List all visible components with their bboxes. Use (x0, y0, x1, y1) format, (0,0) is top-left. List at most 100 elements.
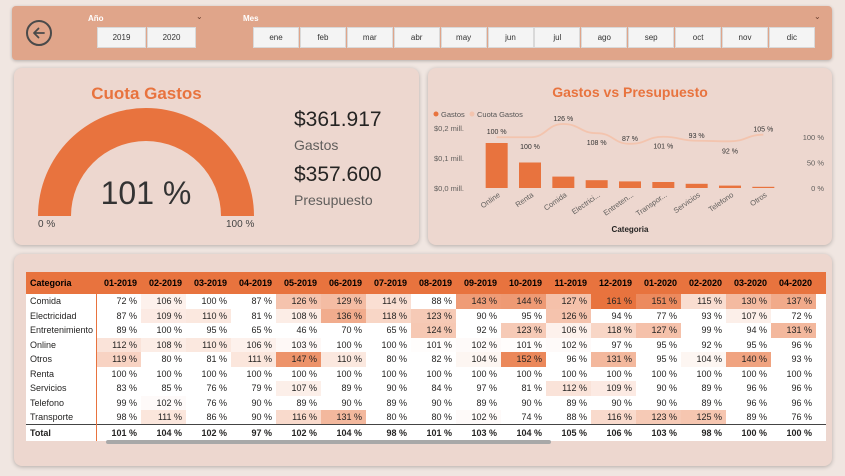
row-header-otros[interactable]: Otros (26, 352, 97, 367)
total-cell: 98 % (366, 424, 411, 441)
column-header-10-2019[interactable]: 10-2019 (501, 272, 546, 294)
bar-gastos-4 (619, 181, 641, 188)
table-cell: 116 % (591, 410, 636, 425)
table-cell: 114 % (366, 294, 411, 309)
column-header-categoria[interactable]: Categoria (26, 272, 96, 294)
data-label-cuota-6: 93 % (689, 133, 705, 140)
row-header-online[interactable]: Online (26, 337, 97, 352)
presupuesto-label: Presupuesto (294, 192, 373, 208)
table-cell: 147 % (276, 352, 321, 367)
table-cell: 76 % (186, 395, 231, 410)
column-header-12-2019[interactable]: 12-2019 (591, 272, 636, 294)
month-button-feb[interactable]: feb (299, 27, 346, 48)
table-cell (816, 352, 826, 367)
table-cell: 90 % (456, 308, 501, 323)
column-header-02-2019[interactable]: 02-2019 (141, 272, 186, 294)
table-row: Transporte 98 % 111 % 86 % 90 % 116 % 131 % 80 … (26, 410, 826, 425)
month-button-jul[interactable]: jul (534, 27, 581, 48)
table-cell: 82 % (411, 352, 456, 367)
column-header-01-2020[interactable]: 01-2020 (636, 272, 681, 294)
column-header-04-2019[interactable]: 04-2019 (231, 272, 276, 294)
column-header-03-2019[interactable]: 03-2019 (186, 272, 231, 294)
total-cell: 102 % (186, 424, 231, 441)
table-cell: 100 % (186, 294, 231, 309)
matrix-table-container[interactable]: Categoria 01-2019 02-2019 03-2019 04-2019 05-… (26, 272, 826, 460)
year-button-2019[interactable]: 2019 (97, 27, 146, 48)
table-row: Online 112 % 108 % 110 % 106 % 103 % 100 % 100 … (26, 337, 826, 352)
data-label-cuota-5: 101 % (653, 144, 673, 151)
year-slicer-label: Año (88, 14, 104, 23)
column-header-03-2020[interactable]: 03-2020 (726, 272, 771, 294)
x-axis-title: Categoria (612, 225, 649, 234)
month-button-nov[interactable]: nov (722, 27, 768, 48)
horizontal-scrollbar[interactable] (106, 440, 551, 444)
table-cell: 116 % (276, 410, 321, 425)
table-cell: 101 % (411, 337, 456, 352)
column-header-09-2019[interactable]: 09-2019 (456, 272, 501, 294)
table-cell: 84 % (411, 381, 456, 396)
column-header-01-2019[interactable]: 01-2019 (96, 272, 141, 294)
row-header-servicios[interactable]: Servicios (26, 381, 97, 396)
legend-label-cuota: Cuota Gastos (477, 110, 523, 119)
month-button-jun[interactable]: jun (487, 27, 534, 48)
data-label-cuota-4: 87 % (622, 136, 638, 143)
gauge-title: Cuota Gastos (91, 84, 202, 103)
month-button-abr[interactable]: abr (393, 27, 440, 48)
table-cell (816, 395, 826, 410)
column-header-08-2019[interactable]: 08-2019 (411, 272, 456, 294)
chevron-down-icon[interactable]: ⌄ (196, 12, 203, 21)
chevron-down-icon[interactable]: ⌄ (814, 12, 821, 21)
total-cell: 102 % (276, 424, 321, 441)
table-cell: 161 % (591, 294, 636, 309)
column-header-02-2020[interactable]: 02-2020 (681, 272, 726, 294)
y-right-tick-label: 50 % (807, 159, 824, 168)
month-button-ago[interactable]: ago (581, 27, 628, 48)
bar-gastos-6 (685, 183, 708, 188)
table-cell: 110 % (186, 337, 231, 352)
table-cell: 123 % (411, 308, 456, 323)
table-cell: 80 % (141, 352, 186, 367)
column-header-05[interactable]: 05 (816, 272, 826, 294)
table-cell: 100 % (186, 366, 231, 381)
row-header-entretenimiento[interactable]: Entretenimiento (26, 323, 97, 338)
row-header-comida[interactable]: Comida (26, 294, 97, 309)
month-button-may[interactable]: may (440, 27, 487, 48)
table-cell: 98 % (96, 410, 141, 425)
table-cell: 95 % (636, 337, 681, 352)
total-cell (816, 424, 826, 441)
row-header-renta[interactable]: Renta (26, 366, 97, 381)
table-cell: 100 % (366, 366, 411, 381)
month-button-sep[interactable]: sep (628, 27, 675, 48)
back-button[interactable] (26, 20, 52, 46)
table-cell: 87 % (231, 294, 276, 309)
presupuesto-value: $357.600 (294, 163, 382, 186)
month-button-oct[interactable]: oct (675, 27, 722, 48)
month-button-dic[interactable]: dic (768, 27, 815, 48)
year-button-2020[interactable]: 2020 (147, 27, 196, 48)
matrix-table: Categoria 01-2019 02-2019 03-2019 04-2019 05-… (26, 272, 826, 441)
column-header-06-2019[interactable]: 06-2019 (321, 272, 366, 294)
gastos-value: $361.917 (294, 108, 382, 131)
table-cell: 100 % (321, 337, 366, 352)
bar-gastos-7 (719, 185, 741, 188)
table-cell: 89 % (456, 395, 501, 410)
table-cell: 65 % (366, 323, 411, 338)
table-cell: 100 % (96, 366, 141, 381)
column-header-07-2019[interactable]: 07-2019 (366, 272, 411, 294)
month-button-mar[interactable]: mar (346, 27, 393, 48)
month-button-ene[interactable]: ene (253, 27, 299, 48)
table-panel: Categoria 01-2019 02-2019 03-2019 04-2019 05-… (14, 254, 832, 466)
table-cell: 126 % (276, 294, 321, 309)
total-label: Total (26, 424, 97, 441)
table-cell: 140 % (726, 352, 771, 367)
table-cell: 79 % (231, 381, 276, 396)
row-header-electricidad[interactable]: Electricidad (26, 308, 97, 323)
row-header-telefono[interactable]: Telefono (26, 395, 97, 410)
table-cell: 143 % (456, 294, 501, 309)
row-header-transporte[interactable]: Transporte (26, 410, 97, 425)
table-cell: 100 % (231, 366, 276, 381)
column-header-11-2019[interactable]: 11-2019 (546, 272, 591, 294)
table-cell (816, 381, 826, 396)
column-header-04-2020[interactable]: 04-2020 (771, 272, 816, 294)
column-header-05-2019[interactable]: 05-2019 (276, 272, 321, 294)
